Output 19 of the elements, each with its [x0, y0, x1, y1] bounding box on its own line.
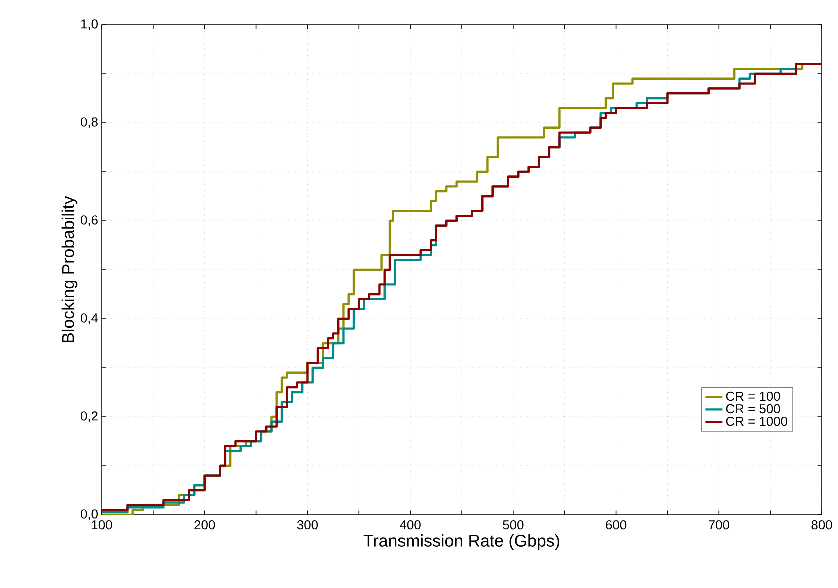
- x-axis-title: Transmission Rate (Gbps): [364, 534, 560, 550]
- y-axis-title: Blocking Probability: [62, 196, 78, 342]
- y-tick-label: 1,0: [81, 20, 98, 30]
- legend-label: CR = 500: [726, 404, 780, 414]
- y-tick-label: 0,4: [80, 314, 98, 324]
- x-tick-label: 400: [400, 520, 421, 530]
- x-tick-label: 700: [709, 520, 730, 530]
- legend-label: CR = 100: [726, 392, 780, 402]
- x-tick-label: 300: [297, 520, 318, 530]
- legend-label: CR = 1000: [726, 416, 788, 426]
- x-tick-label: 200: [194, 520, 216, 530]
- x-tick-label: 800: [812, 520, 832, 530]
- x-tick-label: 600: [606, 520, 627, 530]
- y-tick-label: 0,2: [80, 412, 98, 422]
- y-tick-label: 0,8: [80, 118, 98, 128]
- y-tick-label: 0,0: [80, 510, 98, 520]
- x-tick-label: 100: [92, 520, 112, 530]
- y-tick-label: 0,6: [80, 216, 98, 226]
- x-tick-label: 500: [503, 520, 524, 530]
